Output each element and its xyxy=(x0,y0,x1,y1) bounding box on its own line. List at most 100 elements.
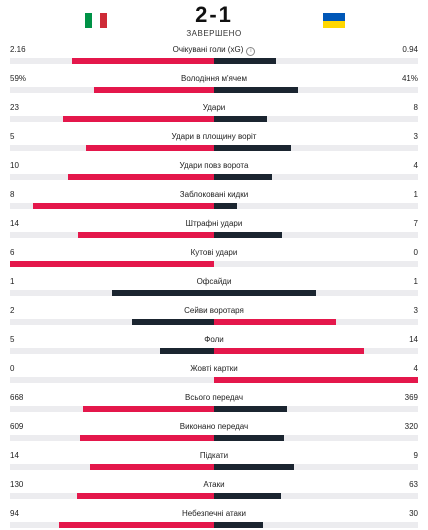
away-value: 4 xyxy=(413,161,418,170)
stat-name: Сейви воротаря xyxy=(0,306,428,315)
stat-name: Небезпечні атаки xyxy=(0,509,428,518)
stat-name: Очікувані голи (xG) i xyxy=(0,45,428,56)
home-bar xyxy=(160,348,214,354)
stat-label: Небезпечні атаки xyxy=(182,509,246,518)
stat-row: 14 Штрафні удари 7 xyxy=(0,219,428,248)
flag-stripe xyxy=(323,13,345,21)
stat-row: 5 Удари в площину воріт 3 xyxy=(0,132,428,161)
stat-row: 1 Офсайди 1 xyxy=(0,277,428,306)
away-bar xyxy=(214,232,282,238)
stat-name: Кутові удари xyxy=(0,248,428,257)
home-track xyxy=(10,435,214,441)
away-bar xyxy=(214,319,336,325)
stat-row: 609 Виконано передач 320 xyxy=(0,422,428,451)
match-score: 2-1 xyxy=(195,2,233,27)
stat-name: Всього передач xyxy=(0,393,428,402)
stat-label: Удари xyxy=(202,103,226,112)
away-track xyxy=(214,522,418,528)
home-value: 6 xyxy=(10,248,15,257)
away-bar xyxy=(214,174,272,180)
home-bar xyxy=(68,174,214,180)
away-value: 3 xyxy=(413,306,418,315)
home-value: 59% xyxy=(10,74,27,83)
stat-label: Заблоковані кидки xyxy=(179,190,249,199)
away-bar xyxy=(214,493,281,499)
home-value: 14 xyxy=(10,219,19,228)
home-value: 0 xyxy=(10,364,15,373)
stat-name: Виконано передач xyxy=(0,422,428,431)
home-bar xyxy=(86,145,214,151)
home-value: 10 xyxy=(10,161,19,170)
flag-stripe xyxy=(85,13,93,28)
home-value: 1 xyxy=(10,277,15,286)
stat-name: Заблоковані кидки xyxy=(0,190,428,199)
stat-name: Атаки xyxy=(0,480,428,489)
away-bar xyxy=(214,116,267,122)
home-value: 94 xyxy=(10,509,19,518)
home-track xyxy=(10,174,214,180)
stat-label: Атаки xyxy=(203,480,225,489)
home-value: 609 xyxy=(10,422,24,431)
home-track xyxy=(10,319,214,325)
stat-label: Очікувані голи (xG) xyxy=(172,45,244,54)
away-value: 14 xyxy=(409,335,418,344)
home-track xyxy=(10,145,214,151)
home-track xyxy=(10,87,214,93)
stat-label: Володіння м'ячем xyxy=(181,74,247,83)
stat-name: Підкати xyxy=(0,451,428,460)
stat-label: Всього передач xyxy=(185,393,243,402)
stat-name: Удари xyxy=(0,103,428,112)
away-value: 4 xyxy=(413,364,418,373)
match-status: ЗАВЕРШЕНО xyxy=(186,29,242,38)
home-bar xyxy=(94,87,214,93)
stat-name: Удари повз ворота xyxy=(0,161,428,170)
stat-row: 6 Кутові удари 0 xyxy=(0,248,428,277)
stat-label: Офсайди xyxy=(196,277,232,286)
stat-row: 2 Сейви воротаря 3 xyxy=(0,306,428,335)
away-value: 9 xyxy=(413,451,418,460)
away-track xyxy=(214,87,418,93)
home-value: 5 xyxy=(10,132,15,141)
away-bar xyxy=(214,58,276,64)
away-bar xyxy=(214,406,287,412)
stat-label: Виконано передач xyxy=(179,422,249,431)
home-bar xyxy=(59,522,214,528)
away-track xyxy=(214,377,418,383)
home-bar xyxy=(112,290,214,296)
home-track xyxy=(10,406,214,412)
stat-row: 94 Небезпечні атаки 30 xyxy=(0,509,428,530)
home-bar xyxy=(33,203,214,209)
stat-label: Фоли xyxy=(204,335,224,344)
home-value: 14 xyxy=(10,451,19,460)
home-value: 2.16 xyxy=(10,45,26,54)
away-track xyxy=(214,319,418,325)
away-value: 63 xyxy=(409,480,418,489)
away-track xyxy=(214,203,418,209)
flag-stripe xyxy=(99,13,107,28)
away-track xyxy=(214,348,418,354)
stat-row: 10 Удари повз ворота 4 xyxy=(0,161,428,190)
away-value: 0 xyxy=(413,248,418,257)
info-icon[interactable]: i xyxy=(246,47,256,56)
away-bar xyxy=(214,435,284,441)
away-bar xyxy=(214,348,364,354)
away-track xyxy=(214,290,418,296)
away-track xyxy=(214,464,418,470)
stat-label: Удари в площину воріт xyxy=(171,132,257,141)
stat-row: 130 Атаки 63 xyxy=(0,480,428,509)
home-bar xyxy=(132,319,214,325)
home-value: 5 xyxy=(10,335,15,344)
away-bar xyxy=(214,522,263,528)
italy-flag-icon xyxy=(85,13,107,28)
home-track xyxy=(10,232,214,238)
stat-name: Жовті картки xyxy=(0,364,428,373)
stat-row: 8 Заблоковані кидки 1 xyxy=(0,190,428,219)
stat-row: 0 Жовті картки 4 xyxy=(0,364,428,393)
home-track xyxy=(10,348,214,354)
home-track xyxy=(10,522,214,528)
away-track xyxy=(214,406,418,412)
home-bar xyxy=(63,116,214,122)
home-track xyxy=(10,203,214,209)
stat-name: Володіння м'ячем xyxy=(0,74,428,83)
away-track xyxy=(214,145,418,151)
